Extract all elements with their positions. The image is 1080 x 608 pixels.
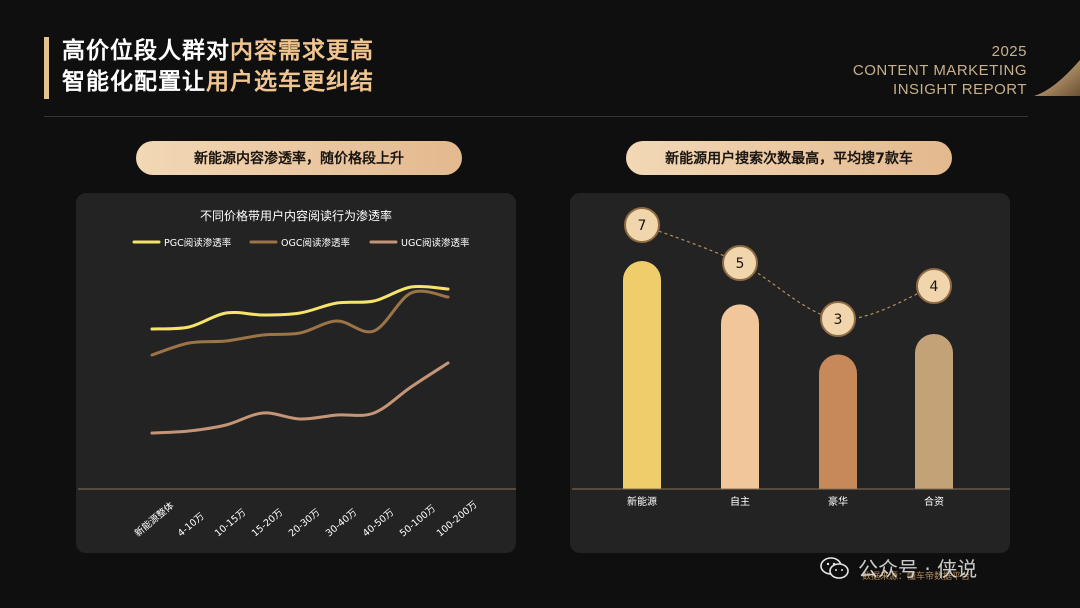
bar: [721, 304, 759, 489]
series-line: [150, 284, 450, 331]
data-source: 数据来源：懂车帝数据平台: [862, 572, 971, 582]
legend-label: PGC阅读渗透率: [164, 237, 232, 249]
right-section-pill: 新能源用户搜索次数最高，平均搜7款车: [626, 141, 952, 175]
bar-chart-value-bubbles: 7 5 3 4: [624, 207, 952, 337]
bar: [819, 354, 857, 489]
legend-item: PGC阅读渗透率: [132, 237, 232, 249]
line-chart: 不同价格带用户内容阅读行为渗透率 PGC阅读渗透率 OGC阅读渗透率 UGC阅读渗透…: [78, 208, 516, 539]
value-label: 3: [834, 312, 843, 328]
value-label: 7: [638, 218, 647, 234]
bar-chart-trend-line: [641, 224, 935, 320]
title-accent-bar: [44, 37, 49, 99]
title-line1-highlight: 内容需求更高: [230, 38, 374, 64]
title-line2-highlight: 用户选车更纠结: [206, 69, 374, 95]
value-bubble: 4: [916, 268, 952, 304]
bar-chart-x-labels: 新能源 自主 豪华 合资: [627, 495, 944, 508]
corner-decoration: [1034, 60, 1080, 96]
bar-chart-panel: 7 5 3 4 新能源 自主 豪华 合资: [570, 193, 1010, 553]
x-tick-label: 4-10万: [176, 511, 207, 539]
header-divider: [44, 116, 1028, 117]
bubble-circle: [722, 245, 758, 281]
line-chart-legend: PGC阅读渗透率 OGC阅读渗透率 UGC阅读渗透率: [132, 237, 470, 249]
page-title: 高价位段人群对内容需求更高 智能化配置让用户选车更纠结: [62, 36, 374, 98]
x-tick-label: 新能源整体: [132, 499, 176, 539]
x-tick-label: 40-50万: [361, 507, 396, 539]
line-chart-title: 不同价格带用户内容阅读行为渗透率: [200, 208, 392, 223]
x-tick-label: 50-100万: [398, 503, 438, 539]
legend-label: UGC阅读渗透率: [401, 237, 470, 249]
x-tick-label: 100-200万: [435, 499, 480, 539]
value-bubble: 7: [624, 207, 660, 243]
line-chart-panel: 不同价格带用户内容阅读行为渗透率 PGC阅读渗透率 OGC阅读渗透率 UGC阅读渗透…: [76, 193, 516, 553]
report-label: 2025 CONTENT MARKETING INSIGHT REPORT: [853, 42, 1027, 99]
report-name-line1: CONTENT MARKETING: [852, 62, 1027, 79]
left-section-pill: 新能源内容渗透率，随价格段上升: [136, 141, 462, 175]
bubble-circle: [820, 301, 856, 337]
bubble-circle: [624, 207, 660, 243]
line-chart-x-labels: 新能源整体 4-10万 10-15万 15-20万 20-30万 30-40万 40-50万…: [132, 499, 479, 539]
bubble-circle: [916, 268, 952, 304]
x-tick-label: 15-20万: [250, 507, 285, 539]
legend-label: OGC阅读渗透率: [281, 237, 350, 249]
value-bubble: 3: [820, 301, 856, 337]
x-tick-label: 合资: [924, 495, 944, 508]
x-tick-label: 30-40万: [324, 507, 359, 539]
watermark-text: 公众号 · 侠说: [858, 557, 978, 581]
value-bubble: 5: [722, 245, 758, 281]
wechat-icon: [820, 556, 849, 579]
bar-chart: 7 5 3 4 新能源 自主 豪华 合资: [572, 207, 1010, 508]
report-year: 2025: [991, 43, 1027, 60]
title-line1-plain: 高价位段人群对: [62, 38, 230, 64]
x-tick-label: 10-15万: [213, 507, 248, 539]
line-chart-series: [150, 284, 450, 435]
x-tick-label: 自主: [730, 495, 750, 508]
legend-item: OGC阅读渗透率: [249, 237, 350, 249]
report-name-line2: INSIGHT REPORT: [893, 81, 1027, 98]
watermark: 公众号 · 侠说: [820, 553, 977, 582]
title-line2-plain: 智能化配置让: [62, 69, 206, 95]
x-tick-label: 新能源: [627, 495, 657, 508]
bar: [623, 261, 661, 489]
bar-chart-bars: [623, 261, 953, 489]
x-tick-label: 20-30万: [287, 507, 322, 539]
value-label: 5: [736, 256, 745, 272]
x-tick-label: 豪华: [828, 495, 848, 508]
series-line: [150, 361, 450, 435]
bar: [915, 333, 953, 489]
legend-item: UGC阅读渗透率: [369, 237, 470, 249]
series-line: [150, 289, 450, 357]
value-label: 4: [930, 279, 939, 295]
